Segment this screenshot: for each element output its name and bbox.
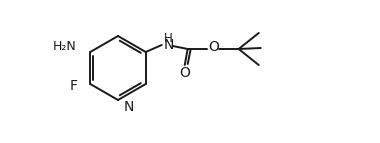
Text: N: N bbox=[124, 100, 135, 114]
Text: O: O bbox=[208, 40, 219, 54]
Text: N: N bbox=[163, 38, 174, 52]
Text: H₂N: H₂N bbox=[52, 40, 76, 53]
Text: F: F bbox=[69, 79, 77, 93]
Text: H: H bbox=[164, 31, 173, 44]
Text: O: O bbox=[179, 66, 190, 80]
